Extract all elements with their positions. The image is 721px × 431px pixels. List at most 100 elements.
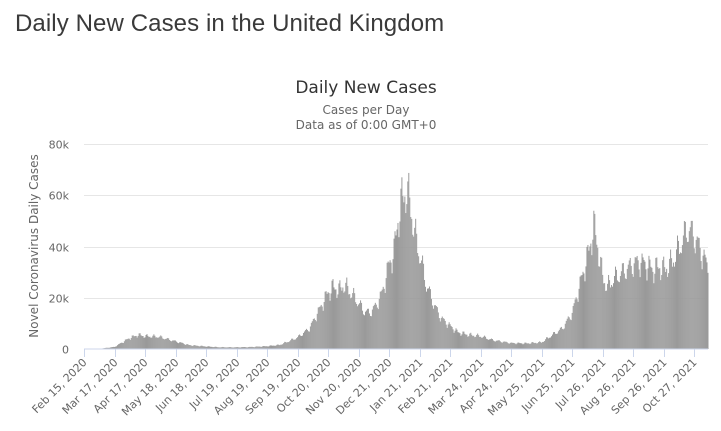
bar xyxy=(287,342,289,349)
bar xyxy=(537,343,539,349)
bar xyxy=(154,335,156,349)
bar xyxy=(114,346,116,349)
bar xyxy=(288,342,290,349)
bar xyxy=(593,210,595,349)
chart-subtitle: Cases per Day xyxy=(323,103,410,117)
bar xyxy=(134,336,136,349)
bar xyxy=(305,328,307,349)
bar xyxy=(643,259,645,349)
y-axis-label: Novel Coronavirus Daily Cases xyxy=(27,154,41,337)
bar xyxy=(547,337,549,349)
bar xyxy=(642,257,644,349)
bar xyxy=(699,247,701,349)
bar xyxy=(122,343,124,349)
bar xyxy=(611,284,613,349)
bar xyxy=(220,347,222,349)
bar xyxy=(121,342,123,349)
bar xyxy=(494,341,496,349)
bar xyxy=(355,302,357,349)
bar xyxy=(148,337,150,349)
bar xyxy=(361,302,363,349)
bar xyxy=(689,227,691,349)
bar xyxy=(562,329,564,349)
bar xyxy=(350,298,352,349)
bar xyxy=(214,346,216,349)
bar xyxy=(704,254,706,349)
bar xyxy=(283,342,285,349)
bar xyxy=(701,269,703,349)
bar xyxy=(251,346,253,349)
bar xyxy=(268,346,270,349)
bar xyxy=(484,335,486,349)
bar xyxy=(171,341,173,349)
bar xyxy=(529,344,531,349)
bar xyxy=(227,347,229,349)
bar xyxy=(458,332,460,349)
bar xyxy=(412,234,414,349)
bar xyxy=(469,333,471,349)
bar xyxy=(269,345,271,349)
bar xyxy=(149,336,151,349)
bar xyxy=(108,347,110,349)
bar xyxy=(667,276,669,349)
bar xyxy=(571,312,573,349)
bar xyxy=(462,331,464,349)
bar xyxy=(225,347,227,349)
bar xyxy=(433,305,435,349)
bar xyxy=(323,302,325,349)
bar xyxy=(325,291,327,349)
bar xyxy=(202,346,204,349)
bar xyxy=(415,218,417,349)
bar xyxy=(488,339,490,349)
bar xyxy=(677,240,679,349)
bar xyxy=(523,343,525,349)
bar xyxy=(194,345,196,349)
bar xyxy=(550,337,552,349)
bar xyxy=(132,335,134,349)
bar xyxy=(517,342,519,349)
bar xyxy=(240,347,242,349)
bar xyxy=(393,238,395,349)
bar xyxy=(655,257,657,349)
bar xyxy=(311,321,313,349)
bar xyxy=(507,343,509,349)
bar xyxy=(401,177,403,349)
bar xyxy=(647,268,649,349)
bar xyxy=(626,268,628,349)
bar xyxy=(628,260,630,349)
bar xyxy=(501,342,503,349)
bar xyxy=(226,347,228,349)
bar xyxy=(213,347,215,349)
bar xyxy=(599,266,601,349)
bar xyxy=(457,332,459,349)
bar xyxy=(617,281,619,349)
bar xyxy=(438,318,440,349)
bar xyxy=(706,262,708,349)
bar xyxy=(661,275,663,349)
bar xyxy=(679,252,681,349)
bar xyxy=(515,344,517,349)
bar xyxy=(380,291,382,349)
bar xyxy=(281,344,283,349)
bar xyxy=(430,298,432,349)
bar xyxy=(552,334,553,349)
bar xyxy=(502,341,504,349)
bar xyxy=(427,288,428,349)
bar xyxy=(612,286,614,349)
bar xyxy=(252,347,254,349)
bar xyxy=(354,293,356,349)
bar xyxy=(685,237,687,349)
bar xyxy=(187,344,189,349)
bar xyxy=(290,340,292,349)
bar xyxy=(348,294,350,349)
bar xyxy=(386,262,388,349)
bar xyxy=(211,346,213,349)
bar xyxy=(286,342,288,349)
bar xyxy=(263,346,265,349)
y-tick-label: 80k xyxy=(49,139,70,152)
bar xyxy=(634,257,636,349)
bar xyxy=(199,346,201,349)
bar xyxy=(471,334,473,349)
bar xyxy=(616,280,618,349)
bar xyxy=(289,341,291,349)
